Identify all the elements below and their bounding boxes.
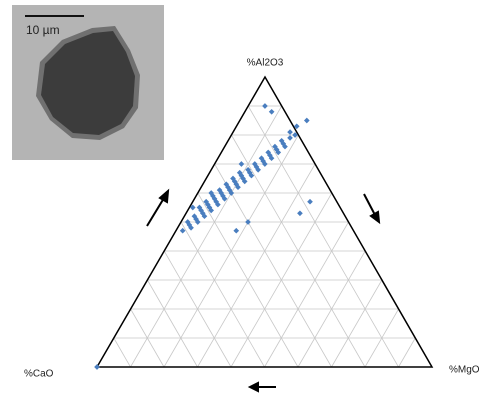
scale-label: 10 µm bbox=[26, 23, 60, 37]
chart: 10 µm %Al2O3 %CaO %MgO bbox=[0, 0, 487, 394]
grid-line bbox=[332, 280, 382, 367]
top-label: %Al2O3 bbox=[247, 58, 284, 69]
right-label: %MgO bbox=[449, 365, 480, 376]
data-point bbox=[297, 210, 303, 216]
grid-line bbox=[114, 338, 131, 367]
data-point bbox=[233, 228, 239, 234]
micrograph-inset: 10 µm bbox=[12, 5, 164, 160]
grid-line bbox=[198, 164, 316, 367]
grid-line bbox=[265, 222, 349, 367]
grid-line bbox=[399, 338, 416, 367]
grid-line bbox=[147, 280, 197, 367]
data-point bbox=[287, 129, 293, 135]
data-point bbox=[239, 161, 245, 167]
data-point bbox=[245, 219, 251, 225]
grid-line bbox=[181, 222, 265, 367]
grid-line bbox=[248, 106, 398, 367]
data-point bbox=[287, 135, 293, 141]
left-label: %CaO bbox=[24, 369, 54, 380]
data-point bbox=[307, 199, 313, 205]
data-point bbox=[304, 118, 310, 124]
data-point bbox=[262, 103, 268, 109]
data-point bbox=[269, 109, 275, 115]
